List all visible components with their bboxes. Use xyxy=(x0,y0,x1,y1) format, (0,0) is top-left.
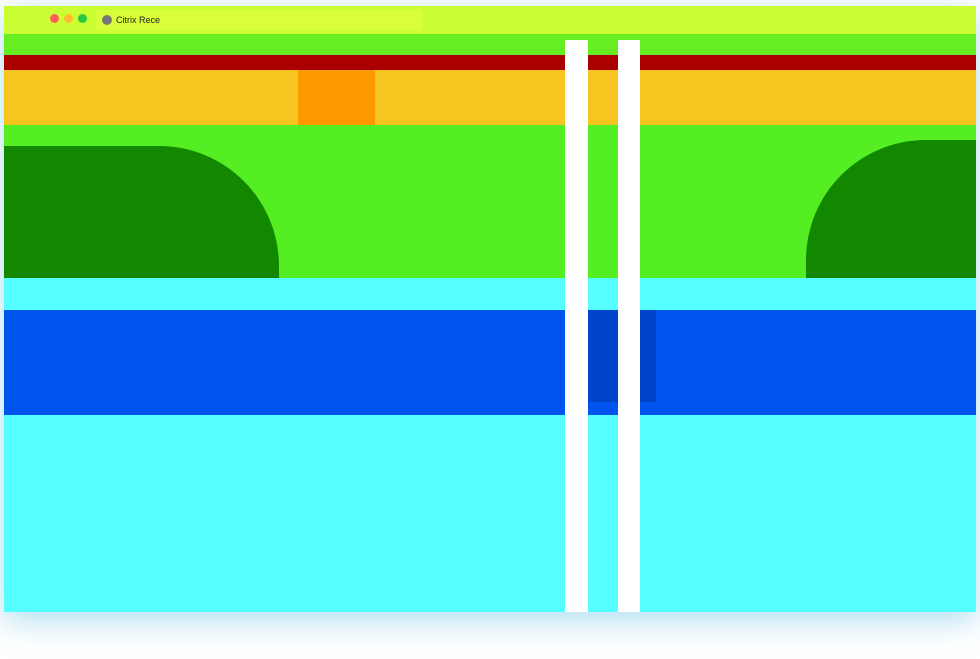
banner xyxy=(4,70,976,125)
blue-band xyxy=(4,310,976,415)
tab-favicon xyxy=(102,15,112,25)
divider xyxy=(565,40,588,612)
divider xyxy=(618,40,640,612)
zoom-button[interactable] xyxy=(78,14,87,23)
toolbar xyxy=(4,34,976,55)
banner-block xyxy=(298,70,375,125)
browser-tab[interactable]: Citrix Rece xyxy=(96,10,422,30)
header-strip xyxy=(4,55,976,70)
browser-window: Citrix Rece xyxy=(4,6,976,612)
minimize-button[interactable] xyxy=(64,14,73,23)
tab-title: Citrix Rece xyxy=(116,15,161,25)
close-button[interactable] xyxy=(50,14,59,23)
